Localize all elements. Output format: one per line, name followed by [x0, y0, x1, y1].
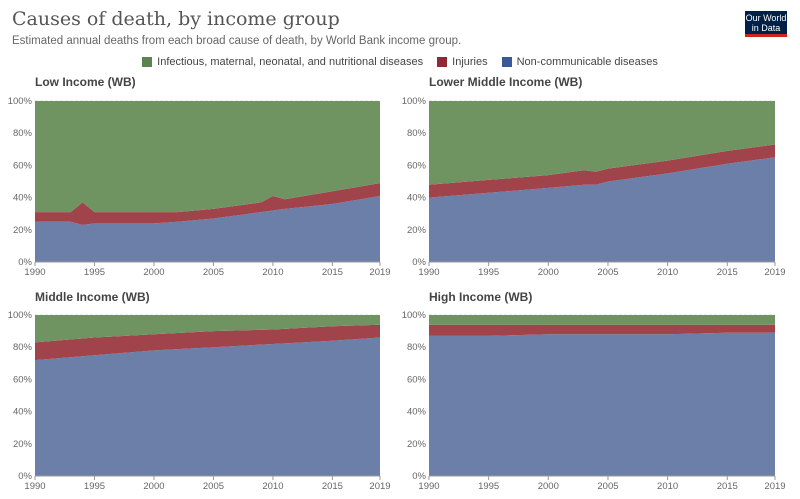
chart-panel-3: Middle Income (WB) 0% 20% 40% 60% 80% 100% 1990… — [8, 290, 391, 492]
panel-title: High Income (WB) — [429, 290, 532, 304]
x-tick-label: 1990 — [24, 267, 45, 278]
y-tick-label: 20% — [13, 225, 33, 236]
area-infectious[interactable] — [429, 315, 775, 325]
area-infectious[interactable] — [35, 101, 380, 213]
y-tick-label: 100% — [8, 310, 33, 321]
panel-title: Middle Income (WB) — [35, 290, 150, 304]
chart-panel-1: Low Income (WB) 0% 20% 40% 60% 80% 100% 1990 199… — [8, 75, 391, 278]
area-infectious[interactable] — [429, 101, 775, 185]
area-injuries[interactable] — [35, 324, 380, 361]
x-tick-label: 2005 — [597, 267, 618, 278]
x-tick-label: 2015 — [717, 267, 738, 278]
y-tick-label: 20% — [13, 439, 33, 450]
x-tick-label: 2015 — [322, 481, 343, 492]
area-ncd[interactable] — [35, 196, 380, 262]
y-tick-label: 0% — [18, 471, 32, 482]
legend-item-ncd[interactable]: Non-communicable diseases — [501, 56, 658, 68]
y-tick-label: 40% — [13, 193, 33, 204]
logo-line-1: Our World — [745, 13, 787, 23]
x-tick-label: 2010 — [657, 481, 678, 492]
owid-logo[interactable]: Our World in Data — [745, 11, 787, 37]
area-ncd[interactable] — [429, 157, 775, 262]
panel-title: Lower Middle Income (WB) — [429, 75, 582, 89]
chart-panel-2: Lower Middle Income (WB) 0% 20% 40% 60% 80% 10… — [402, 75, 786, 278]
x-tick-label: 2000 — [538, 267, 559, 278]
y-tick-label: 80% — [13, 342, 33, 353]
x-tick-label: 1995 — [84, 267, 105, 278]
legend-item-infectious[interactable]: Infectious, maternal, neonatal, and nutr… — [142, 56, 423, 68]
x-tick-label: 1990 — [418, 481, 439, 492]
x-tick-label: 2000 — [143, 267, 164, 278]
legend-swatch-ncd — [501, 57, 512, 67]
y-tick-label: 40% — [13, 407, 33, 418]
chart-title: Causes of death, by income group — [12, 8, 340, 30]
x-tick-label: 2019 — [369, 481, 390, 492]
x-tick-label: 2000 — [538, 481, 559, 492]
y-tick-label: 100% — [402, 96, 427, 107]
x-tick-label: 2010 — [262, 267, 283, 278]
legend-item-injuries[interactable]: Injuries — [437, 56, 488, 68]
y-tick-label: 0% — [18, 257, 32, 268]
y-tick-label: 60% — [407, 160, 427, 171]
logo-line-2: in Data — [751, 23, 781, 33]
y-tick-label: 20% — [407, 225, 427, 236]
chart-panel-4: High Income (WB) 0% 20% 40% 60% 80% 100% 1990 19… — [402, 290, 786, 492]
y-tick-label: 60% — [13, 160, 33, 171]
panel-title: Low Income (WB) — [35, 75, 136, 89]
legend-swatch-infectious — [142, 57, 153, 67]
y-tick-label: 80% — [407, 128, 427, 139]
area-ncd[interactable] — [429, 332, 775, 476]
y-tick-label: 20% — [407, 439, 427, 450]
x-tick-label: 1995 — [84, 481, 105, 492]
x-tick-label: 2019 — [764, 267, 785, 278]
x-tick-label: 2010 — [657, 267, 678, 278]
y-tick-label: 40% — [407, 193, 427, 204]
legend-label-infectious: Infectious, maternal, neonatal, and nutr… — [157, 56, 424, 68]
area-injuries[interactable] — [429, 324, 775, 336]
x-tick-label: 2015 — [322, 267, 343, 278]
x-tick-label: 2010 — [262, 481, 283, 492]
legend-label-ncd: Non-communicable diseases — [516, 56, 658, 68]
area-injuries[interactable] — [429, 144, 775, 198]
x-tick-label: 2019 — [369, 267, 390, 278]
y-tick-label: 60% — [407, 374, 427, 385]
y-tick-label: 60% — [13, 374, 33, 385]
y-tick-label: 0% — [412, 471, 426, 482]
y-tick-label: 100% — [402, 310, 427, 321]
x-tick-label: 2019 — [764, 481, 785, 492]
x-tick-label: 2015 — [717, 481, 738, 492]
area-injuries[interactable] — [35, 183, 380, 225]
legend-label-injuries: Injuries — [452, 56, 488, 68]
x-tick-label: 1990 — [24, 481, 45, 492]
y-tick-label: 80% — [407, 342, 427, 353]
y-tick-label: 100% — [8, 96, 33, 107]
y-tick-label: 80% — [13, 128, 33, 139]
chart-subtitle: Estimated annual deaths from each broad … — [12, 35, 462, 47]
legend: Infectious, maternal, neonatal, and nutr… — [0, 56, 800, 68]
area-infectious[interactable] — [35, 315, 380, 343]
x-tick-label: 2005 — [203, 267, 224, 278]
legend-swatch-injuries — [437, 57, 448, 67]
x-tick-label: 2005 — [203, 481, 224, 492]
x-tick-label: 2005 — [597, 481, 618, 492]
x-tick-label: 2000 — [143, 481, 164, 492]
area-ncd[interactable] — [35, 337, 380, 477]
y-tick-label: 40% — [407, 407, 427, 418]
x-tick-label: 1990 — [418, 267, 439, 278]
x-tick-label: 1995 — [478, 267, 499, 278]
x-tick-label: 1995 — [478, 481, 499, 492]
y-tick-label: 0% — [412, 257, 426, 268]
